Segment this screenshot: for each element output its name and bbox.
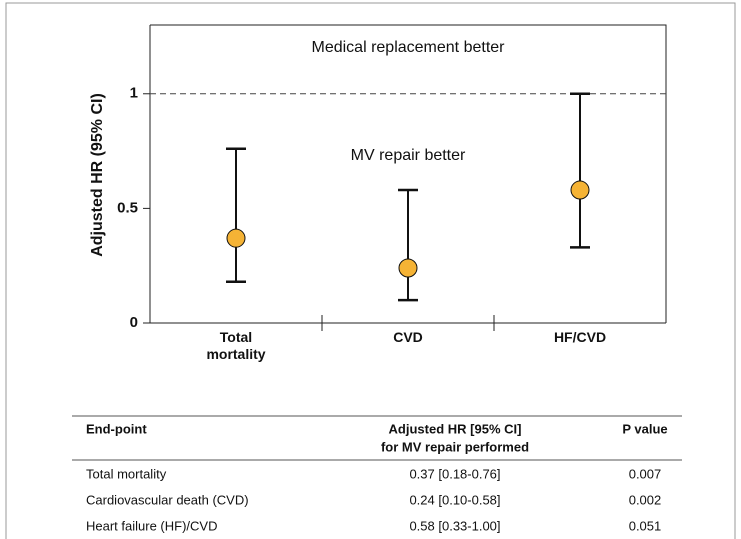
table-header: P value <box>622 421 667 436</box>
table-cell: 0.37 [0.18-0.76] <box>409 466 500 481</box>
table-cell: 0.002 <box>629 492 662 507</box>
point <box>226 228 246 248</box>
table-cell: 0.24 [0.10-0.58] <box>409 492 500 507</box>
point <box>570 180 590 200</box>
table-cell: Cardiovascular death (CVD) <box>86 492 249 507</box>
table-header: Adjusted HR [95% CI] <box>389 421 522 436</box>
y-tick-label: 0.5 <box>117 199 138 216</box>
y-tick-label: 1 <box>130 85 138 102</box>
x-tick-label: Total mortality <box>206 329 266 362</box>
table-header: for MV repair performed <box>381 439 529 454</box>
annotation: Medical replacement better <box>312 39 506 56</box>
plot-box <box>150 24 667 323</box>
y-axis-label: Adjusted HR (95% CI) <box>89 93 106 257</box>
x-tick-label: HF/CVD <box>553 329 607 345</box>
table-cell: 0.051 <box>629 518 662 533</box>
point <box>398 258 418 278</box>
table-cell: Heart failure (HF)/CVD <box>86 518 217 533</box>
frame <box>5 2 736 539</box>
table-cell: Total mortality <box>86 466 167 481</box>
table-cell: 0.58 [0.33-1.00] <box>409 518 500 533</box>
table-header: End-point <box>86 421 147 436</box>
table-cell: 0.007 <box>629 466 662 481</box>
x-tick-label: CVD <box>393 329 423 345</box>
y-tick-label: 0 <box>130 314 138 331</box>
annotation: MV repair better <box>351 147 466 164</box>
